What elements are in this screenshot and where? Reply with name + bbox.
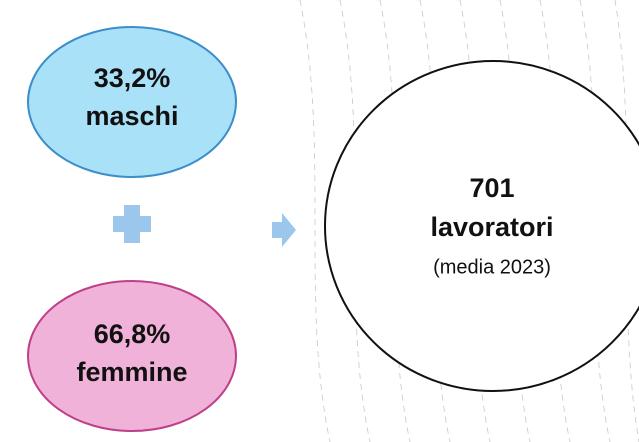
arrow-icon [272,213,296,247]
plus-icon [113,205,151,243]
male-label: maschi [85,101,178,131]
total-note: (media 2023) [433,256,551,278]
total-label: lavoratori [430,212,553,242]
female-ellipse [27,280,237,432]
female-label: femmine [76,357,187,387]
male-percent: 33,2% [94,63,171,93]
total-value: 701 [469,173,514,203]
total-circle [324,60,639,392]
female-percent: 66,8% [94,319,171,349]
male-ellipse [27,26,237,178]
